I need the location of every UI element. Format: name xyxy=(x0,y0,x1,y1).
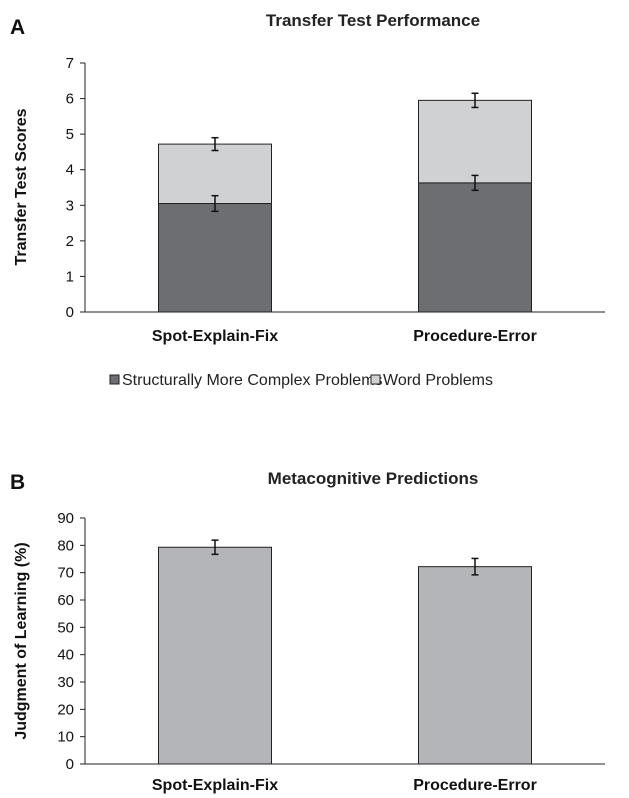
chart-a-category-label: Spot-Explain-Fix xyxy=(152,328,278,345)
chart-a-error-bar xyxy=(471,174,479,192)
chart-a-error-bar xyxy=(211,194,219,213)
chart-a-legend-swatch xyxy=(109,374,120,385)
chart-a: A Transfer Test Performance Transfer Tes… xyxy=(10,11,605,389)
chart-a-bar-word xyxy=(418,99,532,184)
chart-b-y-tick-label: 90 xyxy=(57,510,74,527)
chart-a-y-tick-label: 1 xyxy=(66,268,74,285)
chart-a-y-tick-label: 0 xyxy=(66,304,74,321)
chart-a-y-tick-label: 7 xyxy=(66,55,74,72)
chart-b-y-tick-label: 10 xyxy=(57,729,74,746)
chart-b-category-label: Procedure-Error xyxy=(413,777,537,794)
chart-b-y-tick-label: 70 xyxy=(57,565,74,582)
chart-a-error-bar xyxy=(471,92,479,109)
chart-b-y-tick-label: 50 xyxy=(57,619,74,636)
chart-a-y-tick-label: 6 xyxy=(66,91,74,108)
chart-a-error-bar xyxy=(211,136,219,152)
chart-b-error-bar xyxy=(471,557,479,576)
chart-b-bar xyxy=(418,566,532,765)
chart-a-title: Transfer Test Performance xyxy=(266,11,480,30)
chart-a-y-tick-label: 3 xyxy=(66,197,74,214)
chart-a-y-tick-label: 5 xyxy=(66,126,74,143)
chart-a-y-tick-label: 4 xyxy=(66,162,74,179)
chart-b-title: Metacognitive Predictions xyxy=(268,469,479,488)
chart-b-y-tick-label: 30 xyxy=(57,674,74,691)
chart-a-bar-word xyxy=(158,143,272,205)
chart-b-y-tick-label: 0 xyxy=(66,756,74,773)
chart-a-legend-label: Word Problems xyxy=(383,372,493,389)
chart-b-category-label: Spot-Explain-Fix xyxy=(152,777,278,794)
chart-b-y-tick-label: 20 xyxy=(57,701,74,718)
chart-b-y-tick-label: 40 xyxy=(57,647,74,664)
panel-a-letter: A xyxy=(10,16,25,39)
chart-a-y-tick-label: 2 xyxy=(66,233,74,250)
chart-a-y-axis-label: Transfer Test Scores xyxy=(13,108,30,265)
panel-b-letter: B xyxy=(10,471,25,494)
chart-a-bar-structural xyxy=(158,203,272,313)
chart-a-legend-label: Structurally More Complex Problems xyxy=(122,372,383,389)
chart-b-error-bar xyxy=(211,539,219,556)
chart-b: B Metacognitive Predictions Judgment of … xyxy=(10,469,605,794)
chart-b-y-axis-label: Judgment of Learning (%) xyxy=(13,542,30,739)
chart-a-legend-swatch xyxy=(370,374,381,385)
chart-b-y-tick-label: 60 xyxy=(57,592,74,609)
chart-b-y-tick-label: 80 xyxy=(57,537,74,554)
chart-b-bar xyxy=(158,546,272,765)
chart-a-category-label: Procedure-Error xyxy=(413,328,537,345)
chart-a-bar-structural xyxy=(418,182,532,313)
